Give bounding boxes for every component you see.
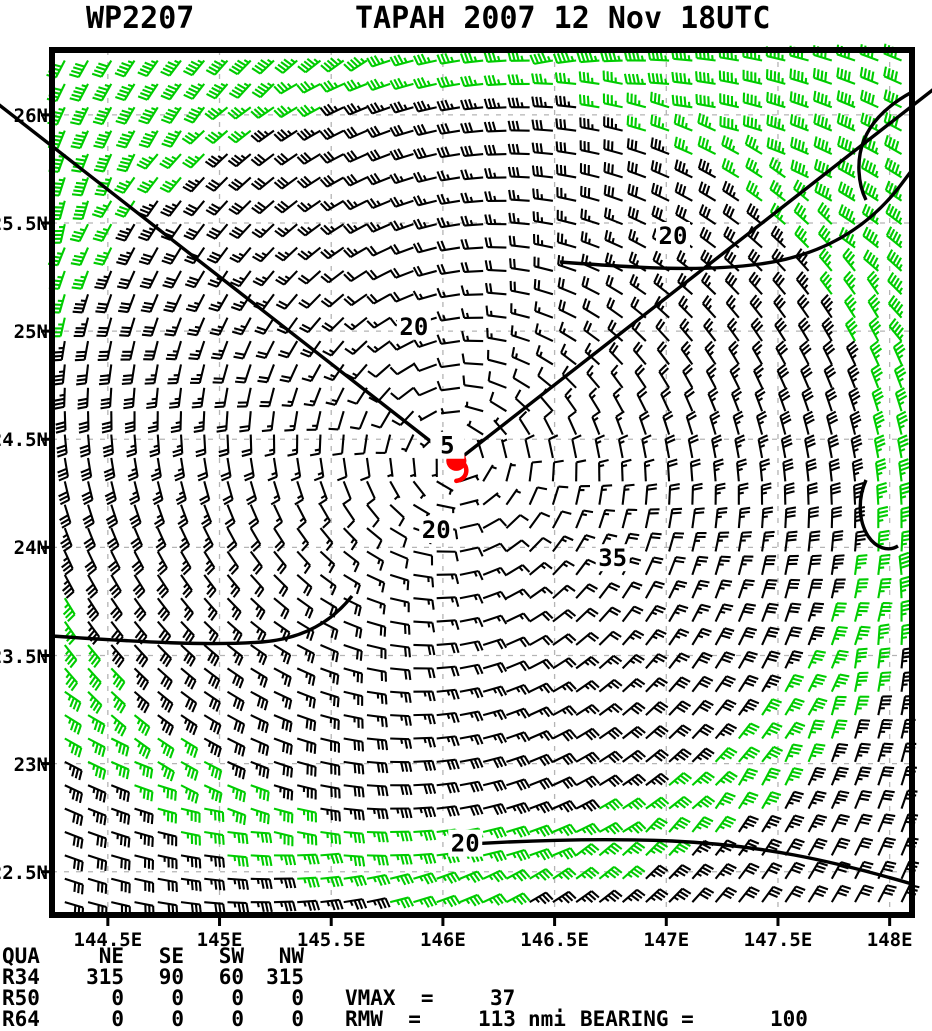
r50-ne: 0 bbox=[66, 988, 124, 1009]
rmw-value: 113 bbox=[478, 1009, 516, 1030]
r34-ne: 315 bbox=[66, 967, 124, 988]
r34-nw: 315 bbox=[246, 967, 304, 988]
storm-parameters-table: QUA NE SE SW NW R34 315 90 60 315 R50 0 … bbox=[0, 944, 932, 1025]
r50-nw: 0 bbox=[246, 988, 304, 1009]
y-axis-tick-label: 23N bbox=[0, 754, 52, 776]
qua-header-ne: NE bbox=[66, 946, 124, 967]
contour-label: 20 bbox=[399, 313, 428, 341]
bearing-label: BEARING = bbox=[580, 1009, 694, 1030]
rmw-unit: nmi bbox=[528, 1009, 566, 1030]
rmw-label: RMW = bbox=[345, 1009, 421, 1030]
r64-label: R64 bbox=[2, 1009, 40, 1030]
bearing-value: 100 bbox=[770, 1009, 808, 1030]
y-axis-tick-label: 26N bbox=[0, 105, 52, 127]
contour-label: 20 bbox=[422, 516, 451, 544]
r50-label: R50 bbox=[2, 988, 40, 1009]
qua-header-label: QUA bbox=[2, 946, 40, 967]
contour-label: 35 bbox=[598, 544, 627, 572]
vmax-label: VMAX = bbox=[345, 988, 434, 1009]
r64-se: 0 bbox=[126, 1009, 184, 1030]
r64-ne: 0 bbox=[66, 1009, 124, 1030]
r50-se: 0 bbox=[126, 988, 184, 1009]
vmax-value: 37 bbox=[490, 988, 515, 1009]
r34-sw: 60 bbox=[186, 967, 244, 988]
y-axis-tick-label: 24N bbox=[0, 537, 52, 559]
r64-sw: 0 bbox=[186, 1009, 244, 1030]
y-axis-tick-label: 23.5N bbox=[0, 646, 52, 668]
contour-label: 5 bbox=[440, 432, 454, 460]
qua-header-se: SE bbox=[126, 946, 184, 967]
r50-sw: 0 bbox=[186, 988, 244, 1009]
contour-label: 20 bbox=[451, 830, 480, 858]
wind-barbs-layer bbox=[47, 44, 920, 917]
r64-nw: 0 bbox=[246, 1009, 304, 1030]
qua-header-sw: SW bbox=[186, 946, 244, 967]
r34-se: 90 bbox=[126, 967, 184, 988]
contour-label: 20 bbox=[659, 222, 688, 250]
qua-header-nw: NW bbox=[246, 946, 304, 967]
y-axis-tick-label: 25N bbox=[0, 321, 52, 343]
r34-label: R34 bbox=[2, 967, 40, 988]
y-axis-tick-label: 22.5N bbox=[0, 862, 52, 884]
y-axis-tick-label: 25.5N bbox=[0, 213, 52, 235]
y-axis-tick-label: 24.5N bbox=[0, 429, 52, 451]
